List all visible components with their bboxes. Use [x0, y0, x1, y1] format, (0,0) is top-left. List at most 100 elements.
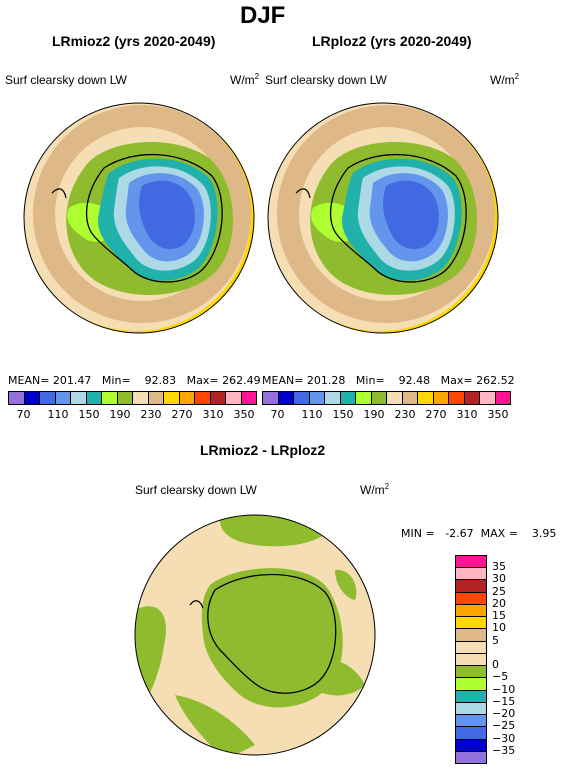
- map-right: [267, 102, 499, 334]
- panel-right-stats: MEAN= 201.28 Min= 92.48 Max= 262.52: [262, 374, 515, 387]
- colorbar-cell: [54, 391, 71, 405]
- colorbar-cell: [455, 628, 487, 642]
- colorbar-tick-label: 150: [78, 408, 100, 421]
- colorbar-cell: [101, 391, 118, 405]
- colorbar-cell: [308, 391, 325, 405]
- colorbar-cell: [455, 640, 487, 654]
- colorbar-tick-label: −5: [492, 670, 509, 684]
- panel-right-units: W/m2: [490, 72, 520, 87]
- diff-title: LRmioz2 - LRploz2: [200, 442, 326, 458]
- colorbar-cell: [455, 701, 487, 716]
- panel-left-units: W/m2: [230, 72, 260, 87]
- colorbar-cell: [455, 579, 487, 593]
- colorbar-cell: [355, 391, 372, 405]
- colorbar-tick-label: 15: [492, 609, 506, 623]
- colorbar-cell: [240, 391, 257, 405]
- diff-stats: MIN = -2.67 MAX = 3.95: [401, 527, 557, 540]
- colorbar-tick-label: 270: [425, 408, 447, 421]
- colorbar-cell: [277, 391, 294, 405]
- colorbar-cell: [39, 391, 56, 405]
- map-diff: [134, 514, 376, 756]
- colorbar-cell: [324, 391, 341, 405]
- colorbar-tick-label: 190: [363, 408, 385, 421]
- colorbar-tick-label: 35: [492, 560, 506, 574]
- colorbar-tick-label: −25: [492, 719, 516, 733]
- colorbar-cell: [455, 714, 487, 728]
- colorbar-tick-label: 230: [394, 408, 416, 421]
- colorbar-tick-label: 0: [492, 658, 499, 672]
- diff-field-label: Surf clearsky down LW: [135, 483, 257, 497]
- colorbar-cell: [70, 391, 87, 405]
- colorbar-cell: [463, 391, 480, 405]
- colorbar-tick-label: 30: [492, 572, 506, 586]
- colorbar-tick-label: 310: [456, 408, 478, 421]
- colorbar-cell: [479, 391, 496, 405]
- colorbar-cell: [116, 391, 133, 405]
- colorbar-tick-label: 190: [109, 408, 131, 421]
- colorbar-cell: [455, 603, 487, 618]
- colorbar-cell: [494, 391, 511, 405]
- colorbar-cell: [455, 665, 487, 679]
- colorbar-cell: [23, 391, 40, 405]
- colorbar-tick-label: −30: [492, 731, 516, 745]
- colorbar-cell: [209, 391, 226, 405]
- colorbar-cell: [370, 391, 387, 405]
- colorbar-tick-label: −20: [492, 707, 516, 721]
- colorbar-tick-label: 25: [492, 584, 506, 598]
- colorbar-tick-label: 70: [16, 408, 31, 421]
- colorbar-tick-label: −10: [492, 682, 516, 696]
- panel-left-title: LRmioz2 (yrs 2020-2049): [52, 33, 216, 49]
- map-left: [23, 102, 255, 334]
- colorbar-cell: [194, 391, 211, 405]
- colorbar-tick-label: 110: [47, 408, 69, 421]
- diff-units: W/m2: [360, 482, 390, 497]
- colorbar-cell: [417, 391, 434, 405]
- colorbar-tick-label: 230: [140, 408, 162, 421]
- colorbar-cell: [293, 391, 310, 405]
- colorbar-right: [262, 391, 511, 405]
- colorbar-tick-label: 270: [171, 408, 193, 421]
- figure-title: DJF: [240, 2, 286, 29]
- colorbar-diff-labels: 35 30 25 20 15 10 5 0 −5 −10 −15 −20 −25 −30 −35: [490, 555, 530, 763]
- panel-right-title: LRploz2 (yrs 2020-2049): [312, 33, 472, 49]
- colorbar-tick-label: −15: [492, 694, 516, 708]
- colorbar-cell: [386, 391, 403, 405]
- colorbar-tick-label: 70: [270, 408, 285, 421]
- colorbar-cell: [455, 750, 487, 764]
- colorbar-cell: [163, 391, 180, 405]
- colorbar-tick-label: 10: [492, 621, 506, 635]
- colorbar-cell: [455, 677, 487, 691]
- colorbar-tick-label: 310: [202, 408, 224, 421]
- colorbar-cell: [147, 391, 164, 405]
- colorbar-tick-label: 110: [301, 408, 323, 421]
- colorbar-cell: [8, 391, 25, 405]
- colorbar-cell: [432, 391, 449, 405]
- colorbar-left: [8, 391, 257, 405]
- colorbar-cell: [132, 391, 149, 405]
- colorbar-cell: [455, 689, 487, 703]
- colorbar-left-labels: 70 110 150 190 230 270 310 350: [8, 406, 256, 421]
- colorbar-cell: [455, 567, 487, 581]
- panel-right-field-label: Surf clearsky down LW: [265, 73, 387, 87]
- panel-left-field-label: Surf clearsky down LW: [5, 73, 127, 87]
- colorbar-cell: [455, 652, 487, 667]
- colorbar-cell: [339, 391, 356, 405]
- colorbar-tick-label: 150: [332, 408, 354, 421]
- colorbar-tick-label: −35: [492, 743, 516, 757]
- colorbar-tick-label: 5: [492, 633, 499, 647]
- colorbar-cell: [178, 391, 195, 405]
- colorbar-tick-label: 20: [492, 596, 506, 610]
- colorbar-cell: [455, 591, 487, 605]
- panel-left-stats: MEAN= 201.47 Min= 92.83 Max= 262.49: [8, 374, 261, 387]
- colorbar-cell: [225, 391, 242, 405]
- colorbar-cell: [455, 738, 487, 752]
- colorbar-tick-label: 350: [487, 408, 509, 421]
- colorbar-cell: [85, 391, 102, 405]
- colorbar-cell: [401, 391, 418, 405]
- colorbar-cell: [262, 391, 279, 405]
- colorbar-cell: [448, 391, 465, 405]
- colorbar-cell: [455, 616, 487, 630]
- colorbar-diff: [455, 555, 487, 764]
- colorbar-cell: [455, 555, 487, 569]
- colorbar-cell: [455, 726, 487, 740]
